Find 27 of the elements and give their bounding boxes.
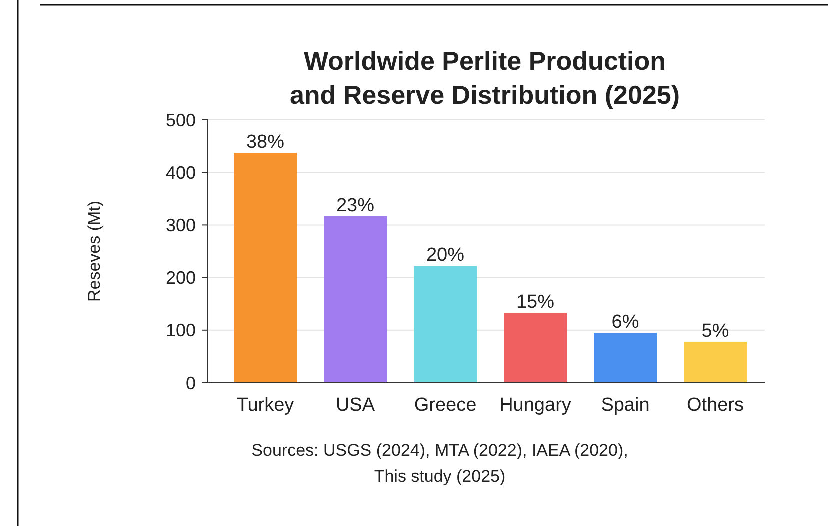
x-tick-label: Greece	[414, 395, 477, 416]
source-note: Sources: USGS (2024), MTA (2022), IAEA (2020), This study (2025)	[252, 441, 628, 486]
x-tick-label: USA	[336, 395, 376, 416]
bar	[234, 153, 297, 383]
y-tick-label: 300	[166, 216, 196, 236]
bar	[594, 333, 657, 383]
x-tick-label: Spain	[601, 395, 650, 416]
annotation: 23%	[336, 195, 375, 216]
annotation: 38%	[246, 132, 285, 154]
bar	[324, 216, 387, 383]
y-tick-label: 200	[166, 268, 196, 288]
chart-title: Worldwide Perlite Production and Reserve Distribution (2025)	[290, 46, 680, 110]
bar	[684, 342, 747, 383]
annotation: 20%	[426, 245, 465, 266]
x-tick-label: Others	[686, 395, 744, 416]
y-tick-label: 100	[166, 320, 196, 341]
annotation: 15%	[516, 292, 555, 314]
annotation: 5%	[702, 320, 730, 342]
y-tick-label: 0	[186, 373, 196, 394]
y-tick-label: 400	[166, 162, 196, 183]
annotation: 6%	[612, 312, 640, 334]
x-tick-label: Hungary	[500, 395, 572, 416]
y-axis-title: Reseves (Mt)	[85, 200, 104, 302]
x-tick-label: Turkey	[236, 395, 295, 416]
bar	[504, 313, 567, 383]
y-tick-label: 500	[166, 110, 196, 130]
bar	[414, 266, 477, 383]
